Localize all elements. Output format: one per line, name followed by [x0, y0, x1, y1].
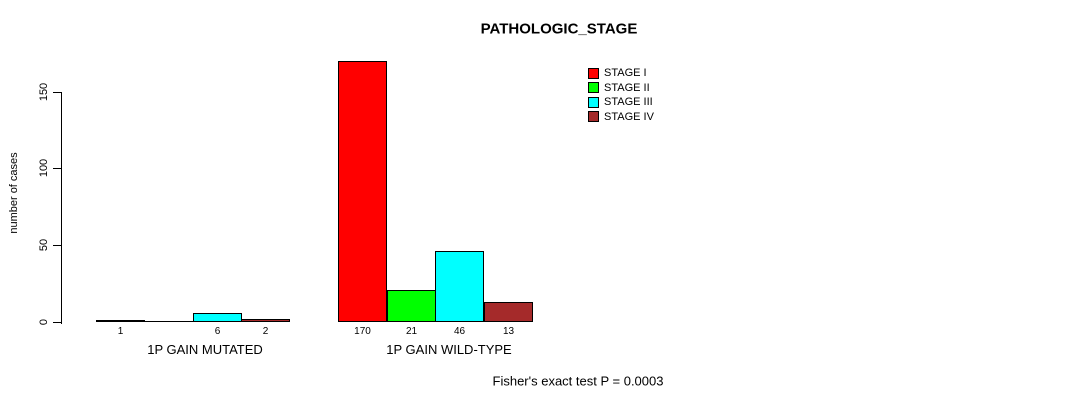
- legend-item-stage-iii: STAGE III: [588, 95, 718, 110]
- bar-value-label: 1: [117, 326, 124, 337]
- bar-1p-gain-wild-type-stage-iv: [484, 302, 533, 322]
- legend-item-stage-i: STAGE I: [588, 66, 718, 81]
- legend-label: STAGE III: [604, 96, 653, 109]
- y-axis-tick-label: 50: [38, 238, 50, 252]
- y-axis-tick-label: 0: [38, 318, 50, 326]
- y-axis-line: [61, 92, 62, 324]
- bar-1p-gain-mutated-stage-iv: [241, 319, 290, 322]
- legend-color-swatch-stage-ii: [588, 82, 599, 94]
- bar-value-label: 13: [502, 326, 515, 337]
- bar-1p-gain-wild-type-stage-iii: [435, 251, 484, 322]
- bar-1p-gain-mutated-stage-i: [96, 320, 145, 322]
- bar-1p-gain-wild-type-stage-ii: [387, 290, 436, 322]
- x-axis-group-label-1p-gain-wild-type: 1P GAIN WILD-TYPE: [386, 342, 512, 357]
- bar-value-label: 46: [453, 326, 466, 337]
- legend-color-swatch-stage-iv: [588, 111, 599, 123]
- y-axis-tick: [53, 92, 61, 93]
- y-axis-tick-label: 100: [38, 158, 50, 178]
- bar-1p-gain-mutated-stage-ii: [144, 321, 193, 322]
- legend: STAGE I STAGE II STAGE III STAGE IV: [588, 66, 718, 124]
- x-axis-group-label-1p-gain-mutated: 1P GAIN MUTATED: [147, 342, 263, 357]
- bar-value-label: 6: [214, 326, 221, 337]
- y-axis-tick-label: 150: [38, 82, 50, 102]
- chart-title: PATHOLOGIC_STAGE: [480, 20, 638, 38]
- legend-item-stage-ii: STAGE II: [588, 81, 718, 96]
- legend-color-swatch-stage-i: [588, 67, 599, 79]
- y-axis-tick: [53, 245, 61, 246]
- y-axis-tick: [53, 322, 61, 323]
- y-axis-tick: [53, 168, 61, 169]
- bar-value-label: 21: [405, 326, 418, 337]
- bar-1p-gain-mutated-stage-iii: [193, 313, 242, 322]
- y-axis-title: number of cases: [8, 152, 20, 234]
- legend-label: STAGE II: [604, 81, 650, 94]
- bar-value-label: 2: [262, 326, 269, 337]
- legend-label: STAGE IV: [604, 110, 654, 123]
- fisher-test-annotation: Fisher's exact test P = 0.0003: [492, 373, 664, 389]
- bar-1p-gain-wild-type-stage-i: [338, 61, 387, 322]
- legend-color-swatch-stage-iii: [588, 96, 599, 108]
- bar-value-label: 170: [354, 326, 371, 337]
- legend-label: STAGE I: [604, 67, 647, 80]
- legend-item-stage-iv: STAGE IV: [588, 110, 718, 125]
